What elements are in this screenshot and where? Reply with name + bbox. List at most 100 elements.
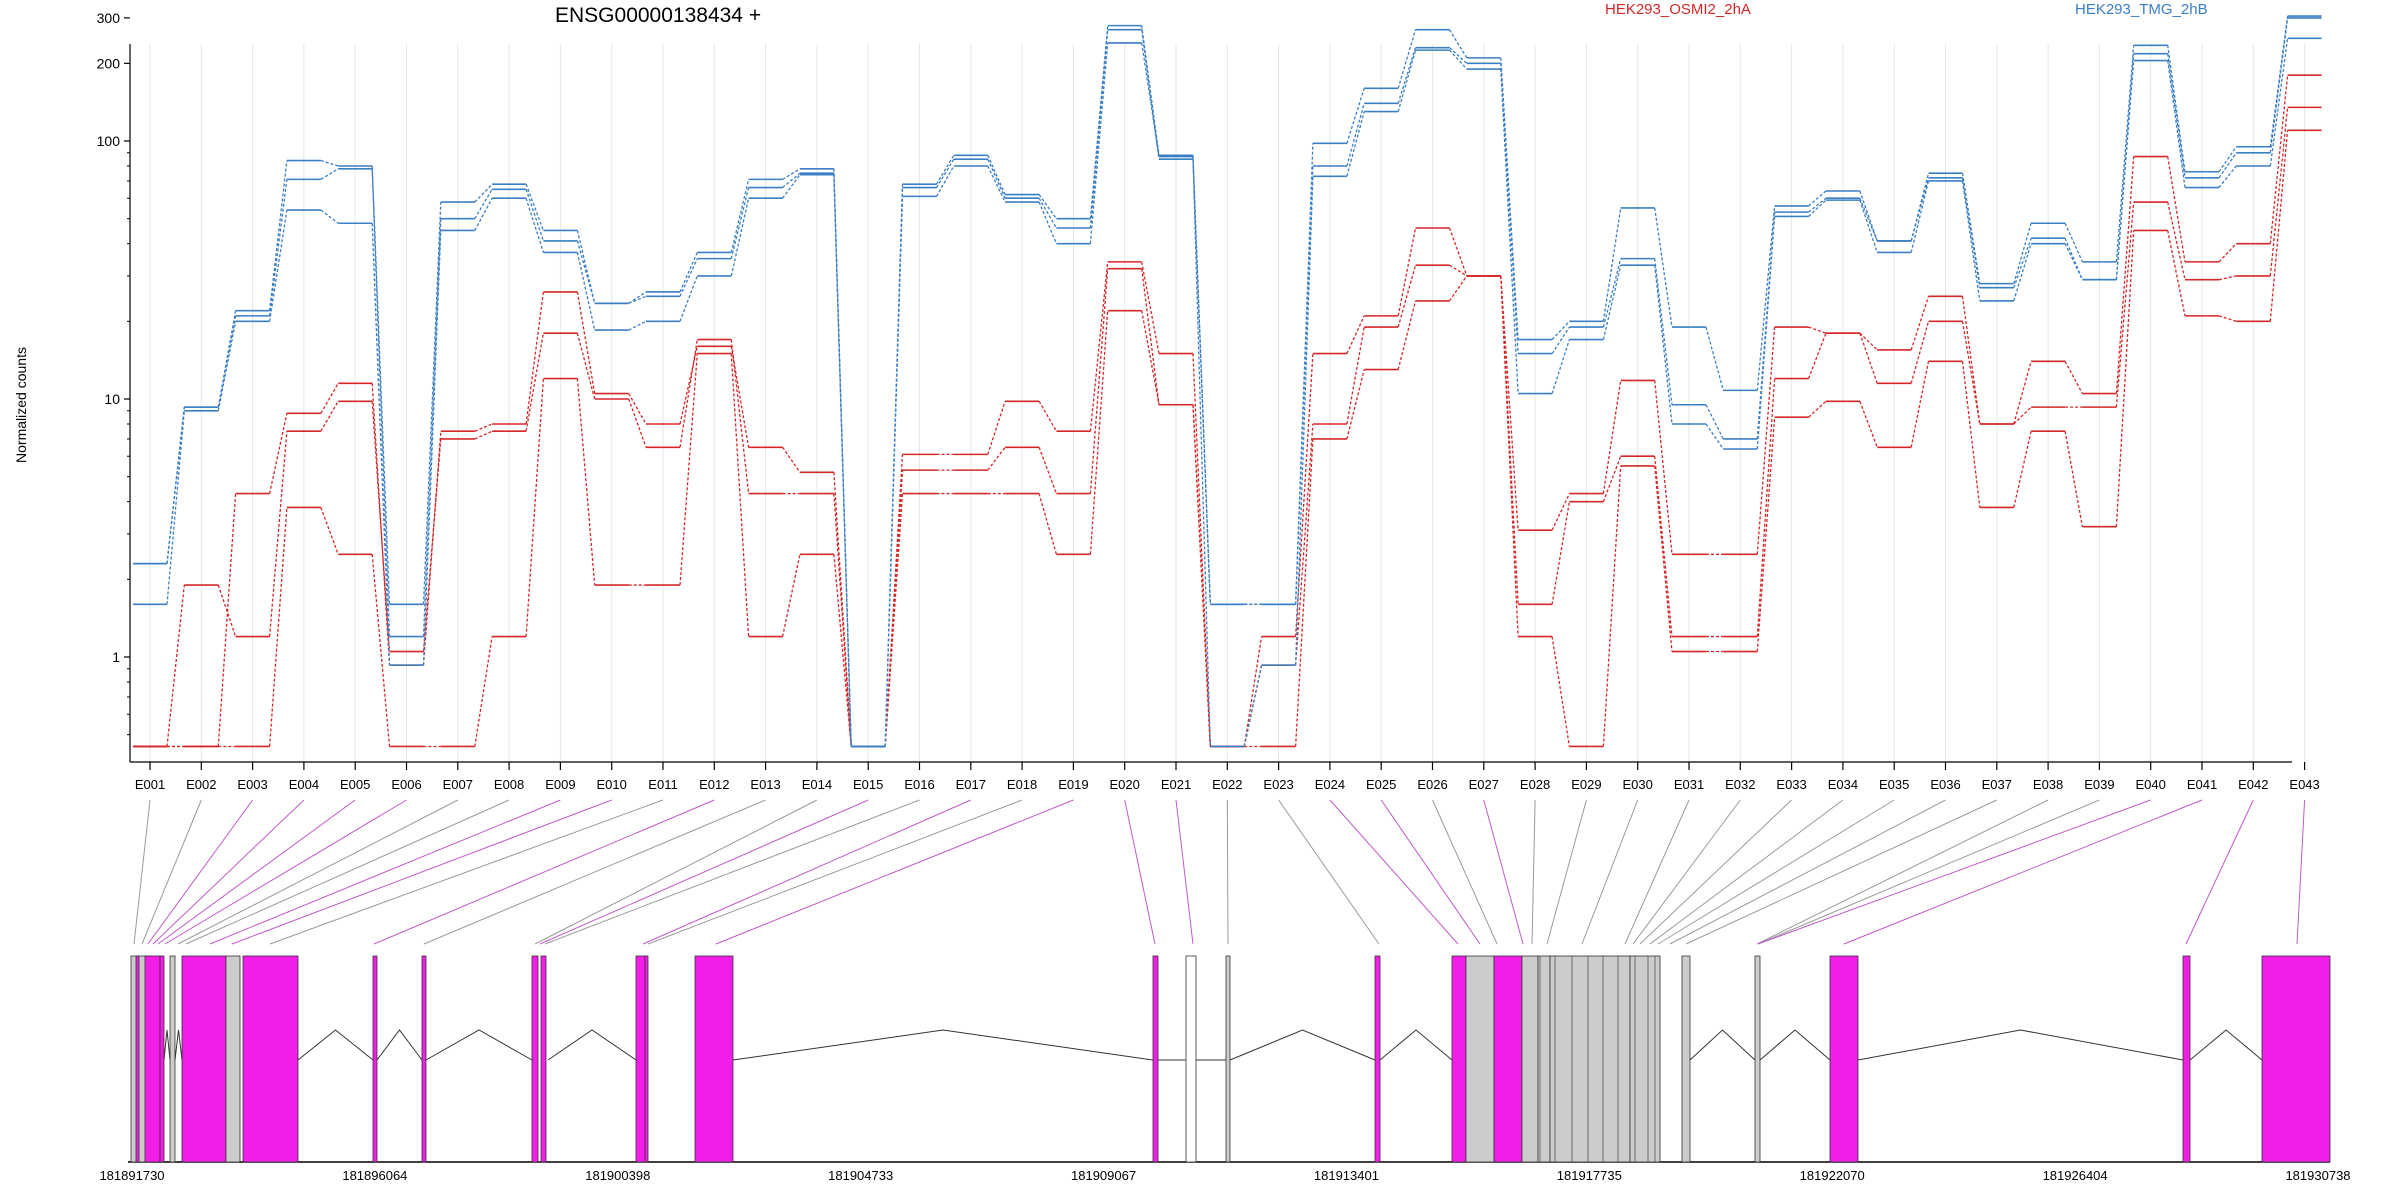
exon-block: [694, 955, 734, 1163]
bin-transition: [2269, 17, 2289, 153]
exon-label: E036: [1930, 777, 1960, 792]
bin-transition: [1243, 664, 1263, 747]
bin-transition: [1294, 143, 1314, 605]
bin-transition: [2167, 230, 2186, 316]
bin-transition: [268, 160, 288, 311]
exon-block: [2261, 955, 2331, 1163]
exon-label: E022: [1212, 777, 1242, 792]
axes: [129, 44, 2292, 763]
bin-transition: [268, 431, 288, 637]
exon-label: E033: [1776, 777, 1806, 792]
bin-transition: [2269, 75, 2289, 244]
exon-connector: [2185, 799, 2254, 945]
bin-transition: [2167, 45, 2186, 172]
exon-connector: [2296, 799, 2306, 945]
exon-block: [2182, 955, 2191, 1163]
bin-transition: [987, 401, 1006, 455]
exon-connector: [1757, 799, 2100, 945]
exon-connector: [647, 799, 1023, 945]
bin-transition: [1038, 197, 1057, 229]
bin-transition: [320, 168, 339, 180]
exon-label: E006: [391, 777, 421, 792]
bin-transition: [679, 258, 698, 297]
bin-transition: [1449, 264, 1468, 277]
bin-transition: [1551, 326, 1570, 354]
bin-transition: [474, 183, 493, 203]
bin-transition: [1756, 378, 1776, 637]
bin-transition: [2115, 230, 2135, 527]
bin-transition: [782, 168, 801, 180]
exon-label: E026: [1417, 777, 1447, 792]
count-series: [133, 37, 2322, 748]
exon-label: E015: [853, 777, 883, 792]
bin-transition: [1089, 42, 1109, 244]
exon-connector: [1649, 799, 1844, 945]
exon-block: [421, 955, 427, 1163]
exon-label: E005: [340, 777, 370, 792]
exon-label: E004: [289, 777, 319, 792]
exon-block: [1225, 955, 1231, 1163]
exon-connector: [1685, 799, 1998, 945]
bin-transition: [1397, 29, 1417, 89]
bin-transition: [884, 184, 904, 747]
bin-transition: [1294, 423, 1314, 666]
exon-connector: [423, 799, 766, 945]
bin-transition: [782, 172, 801, 189]
bin-transition: [1551, 493, 1570, 531]
exon-label: E035: [1879, 777, 1909, 792]
genomic-coordinate-label: 181900398: [585, 1168, 650, 1183]
intron-line: [425, 1029, 533, 1061]
intron-line: [174, 1029, 183, 1061]
bin-transition: [166, 585, 185, 747]
intron-line: [2189, 1029, 2263, 1061]
bin-transition: [1859, 190, 1878, 242]
bin-transition: [2064, 431, 2084, 527]
bin-transition: [371, 401, 391, 652]
bin-transition: [576, 291, 596, 394]
exon-block: [1754, 955, 1761, 1163]
bin-transition: [268, 209, 288, 322]
exon-connector: [269, 799, 664, 945]
bin-transition: [1910, 173, 1930, 242]
exon-connector: [133, 799, 151, 945]
bin-transition: [730, 179, 750, 253]
intron-line: [1689, 1029, 1756, 1061]
exon-block: [169, 955, 176, 1163]
exon-block: [1629, 955, 1661, 1163]
bin-transition: [1500, 275, 1519, 531]
count-lines: [133, 15, 2322, 748]
exon-label: E008: [494, 777, 524, 792]
bin-transition: [1448, 275, 1468, 302]
bin-transition: [474, 423, 493, 432]
bin-transition: [1089, 268, 1109, 494]
bin-transition: [166, 407, 185, 564]
bin-transition: [1141, 310, 1160, 405]
gene-model: [128, 955, 2331, 1163]
exon-label: E018: [1007, 777, 1037, 792]
bin-transition: [2115, 53, 2135, 280]
bin-transition: [1807, 332, 1827, 379]
exon-block: [1521, 955, 1539, 1163]
genomic-axis: 181891730 181896064 181900398 181904733 1819…: [99, 1168, 2350, 1183]
exon-block: [531, 955, 539, 1163]
bin-transition: [1654, 258, 1673, 405]
bin-transition: [2218, 152, 2237, 179]
exon-connector: [534, 799, 818, 945]
legend-osmi: HEK293_OSMI2_2hA: [1605, 1, 1751, 18]
bin-transition: [2115, 45, 2135, 262]
bin-transition: [1397, 300, 1417, 370]
bin-transition: [1448, 29, 1468, 59]
exon-connector: [1124, 799, 1156, 945]
bin-transition: [987, 158, 1006, 199]
bin-transition: [2167, 156, 2186, 262]
count-series: [133, 74, 2322, 748]
bin-transition: [833, 168, 852, 747]
bin-transition: [2218, 165, 2237, 188]
bin-transition: [1397, 47, 1417, 104]
exon-label: E003: [237, 777, 267, 792]
bin-transition: [320, 507, 339, 555]
exon-connector: [1624, 799, 1690, 945]
exon-gridlines: [149, 44, 2306, 762]
exon-connector: [642, 799, 972, 945]
bin-transition: [1961, 321, 1981, 425]
